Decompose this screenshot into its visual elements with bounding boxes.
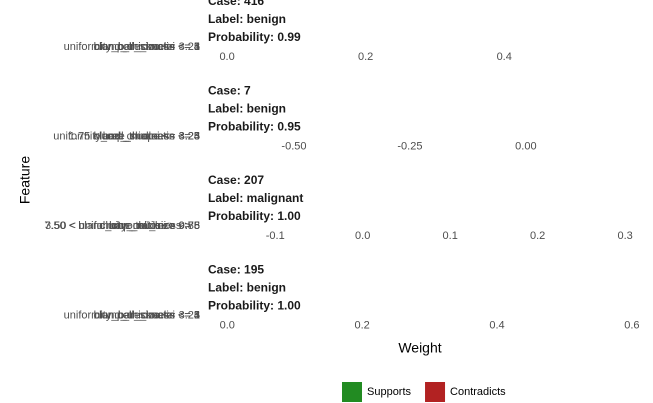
facet-label: Label: benign (208, 281, 286, 295)
facet-probability: Probability: 1.00 (208, 299, 301, 313)
facet-label: Label: benign (208, 12, 286, 26)
legend-swatch (425, 382, 446, 402)
facet-case: Case: 7 (208, 84, 251, 98)
facet-probability: Probability: 0.95 (208, 120, 301, 134)
feature-label: 3.50 < uniformity_cell_size <= 5 (45, 220, 200, 232)
legend-label: Contradicts (450, 386, 506, 398)
feature-label: clump_thickness > 6 (100, 220, 200, 232)
facet-label: Label: malignant (208, 191, 303, 205)
feature-label: bare_nuclei <= 1 (118, 309, 200, 321)
facet-case: Case: 195 (208, 263, 264, 277)
legend-label: Supports (367, 386, 412, 398)
facet-label: Label: benign (208, 102, 286, 116)
feature-label: clump_thickness <= 4 (94, 41, 200, 53)
x-tick-label: 0.4 (489, 319, 504, 331)
feature-label: uniformity_cell_size <= 3.25 (64, 41, 200, 53)
x-axis-label: Weight (398, 340, 441, 356)
facet-case: Case: 207 (208, 173, 264, 187)
x-tick-label: 0.2 (354, 319, 369, 331)
facet-probability: Probability: 0.99 (208, 30, 301, 44)
feature-label: 7.50 < bland_chromatin <= 9.88 (44, 220, 200, 232)
x-tick-label: 0.3 (617, 230, 632, 242)
x-tick-label: -0.50 (281, 140, 306, 152)
feature-label: bare_nuclei <= 1 (118, 41, 200, 53)
feature-label: bland_chromatin <= 3 (94, 309, 200, 321)
feature-label: bland_chromatin <= 3 (94, 41, 200, 53)
legend-swatch (342, 382, 362, 402)
facet-probability: Probability: 1.00 (208, 209, 301, 223)
x-tick-label: 0.2 (358, 51, 373, 63)
x-tick-label: 0.00 (515, 140, 536, 152)
feature-label: 1.75 < bare_nuclei <= 3.25 (69, 130, 200, 142)
feature-label: uniformity_cell_size <= 3.25 (64, 309, 200, 321)
x-tick-label: 0.4 (497, 51, 512, 63)
x-tick-label: -0.25 (397, 140, 422, 152)
x-tick-label: 0.0 (355, 230, 370, 242)
facet-case: Case: 416 (208, 0, 264, 8)
feature-label: bland_chromatin <= 3 (94, 130, 200, 142)
x-tick-label: 0.0 (219, 51, 234, 63)
feature-label: uniformity_cell_shape <= 3.25 (53, 130, 200, 142)
feature-label: clump_thickness <= 4 (94, 130, 200, 142)
x-tick-label: 0.0 (220, 319, 235, 331)
feature-label: bare_nuclei > 9.75 (109, 220, 200, 232)
y-axis-label: Feature (17, 156, 33, 204)
x-tick-label: 0.1 (443, 230, 458, 242)
x-tick-label: 0.2 (530, 230, 545, 242)
feature-label: clump_thickness <= 4 (94, 309, 200, 321)
x-tick-label: -0.1 (266, 230, 285, 242)
x-tick-label: 0.6 (624, 319, 639, 331)
